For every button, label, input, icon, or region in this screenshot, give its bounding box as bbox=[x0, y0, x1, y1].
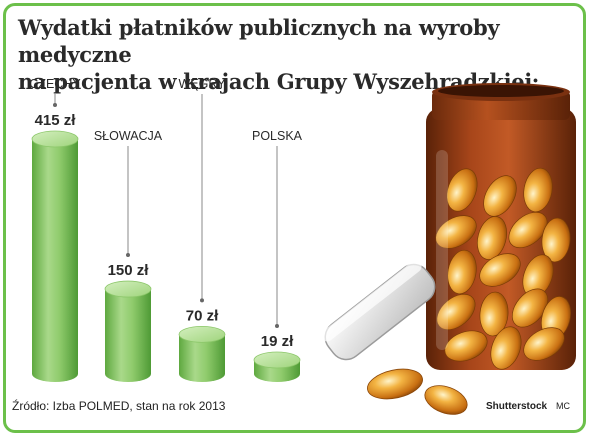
capsule bbox=[511, 288, 549, 328]
jar-opening bbox=[438, 85, 564, 97]
source-note: Źródło: Izba POLMED, stan na rok 2013 bbox=[12, 399, 226, 413]
bar-top-1 bbox=[104, 280, 152, 298]
capsule bbox=[483, 175, 517, 217]
bar-top-0 bbox=[31, 130, 79, 148]
pill-jar-illustration bbox=[321, 83, 576, 415]
value-label: 70 zł bbox=[186, 307, 219, 324]
bar-słowacja bbox=[105, 289, 151, 382]
bar-top-3 bbox=[253, 351, 301, 369]
bar-węgry bbox=[179, 334, 225, 382]
category-label: CZECHY bbox=[29, 77, 81, 91]
title-line-1: Wydatki płatników publicznych na wyroby … bbox=[18, 15, 500, 67]
leader-dot bbox=[275, 324, 279, 328]
author-initials: MC bbox=[556, 401, 570, 411]
loose-capsule-2 bbox=[424, 385, 468, 415]
capsule bbox=[476, 216, 508, 260]
bar-top-2 bbox=[178, 325, 226, 343]
capsule bbox=[523, 167, 553, 213]
leader-dot bbox=[200, 298, 204, 303]
bars-group: 415 zł CZECHY 150 zł SŁOWACJA 70 zł WĘGRY 19 z… bbox=[29, 77, 303, 382]
value-label: 150 zł bbox=[108, 262, 150, 279]
capsule bbox=[541, 217, 571, 263]
capsule bbox=[479, 291, 509, 337]
capsule bbox=[436, 293, 476, 331]
capsule bbox=[490, 326, 522, 370]
capsule bbox=[446, 168, 478, 212]
category-label: POLSKA bbox=[252, 129, 303, 143]
capsule bbox=[435, 215, 477, 249]
category-label: SŁOWACJA bbox=[94, 129, 163, 143]
value-label: 19 zł bbox=[261, 333, 294, 350]
loose-capsule-1 bbox=[367, 368, 423, 400]
capsule bbox=[523, 327, 565, 361]
image-credit: Shutterstock bbox=[486, 401, 548, 412]
capsules-group bbox=[435, 167, 572, 370]
leader-dot bbox=[126, 253, 130, 258]
capsule bbox=[444, 330, 488, 362]
bar-czechy bbox=[32, 139, 78, 382]
value-label: 415 zł bbox=[35, 112, 77, 129]
jar-highlight bbox=[436, 150, 448, 350]
jar-lid bbox=[321, 260, 436, 361]
capsule bbox=[508, 211, 548, 249]
leader-dot bbox=[53, 103, 57, 107]
capsule bbox=[447, 249, 477, 295]
capsule bbox=[479, 253, 521, 287]
category-label: WĘGRY bbox=[179, 77, 227, 91]
